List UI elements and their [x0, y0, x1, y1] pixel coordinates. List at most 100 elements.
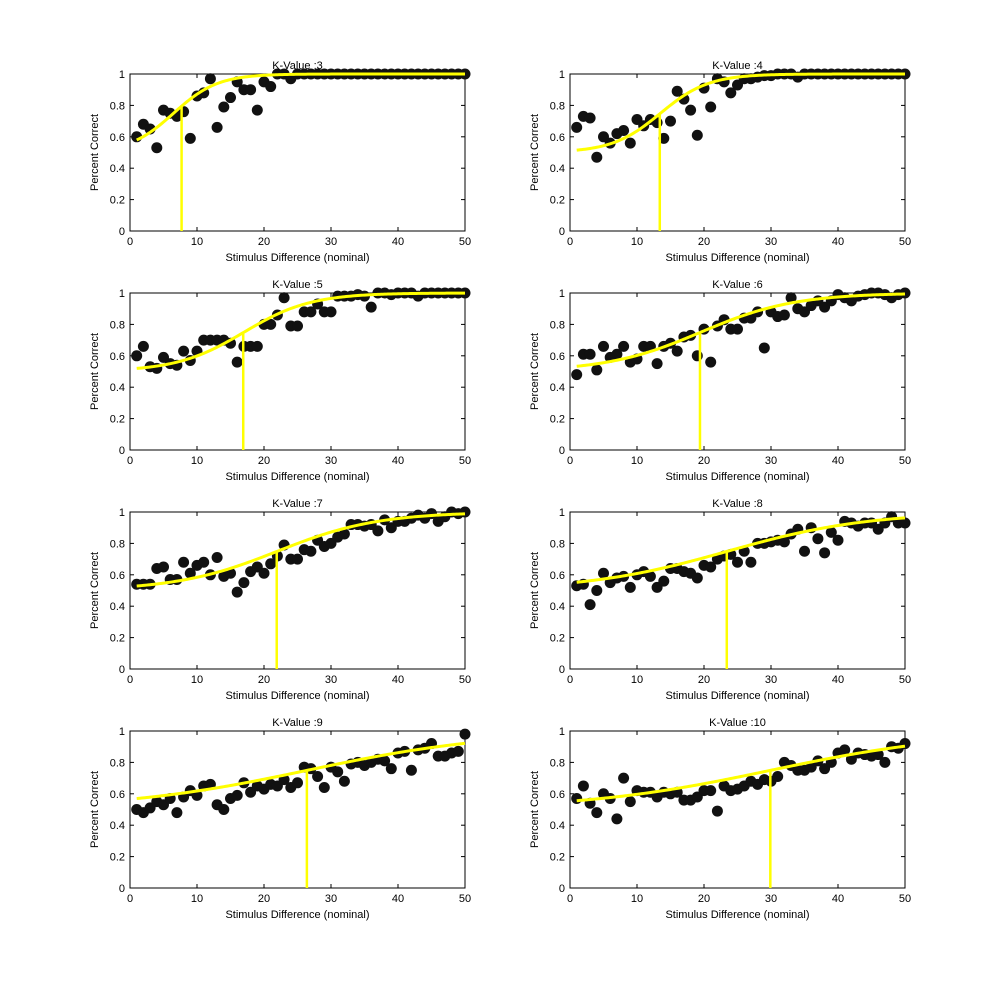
- data-point: [899, 517, 911, 529]
- data-point: [338, 775, 350, 787]
- y-tick-label: 0.2: [110, 195, 125, 207]
- y-tick-label: 0: [119, 664, 125, 676]
- data-point: [591, 807, 603, 819]
- data-point: [184, 132, 196, 144]
- data-point: [839, 744, 851, 756]
- y-tick-label: 0.2: [110, 852, 125, 864]
- y-tick-label: 0.8: [550, 538, 565, 550]
- data-point: [879, 756, 891, 768]
- x-tick-label: 10: [191, 455, 203, 467]
- plot-frame: [569, 511, 906, 670]
- x-tick-label: 50: [899, 455, 911, 467]
- x-tick-label: 50: [899, 236, 911, 248]
- data-point: [151, 142, 163, 154]
- plot-area: [131, 506, 471, 669]
- y-tick-label: 0.8: [550, 757, 565, 769]
- data-point: [571, 121, 583, 133]
- data-point: [405, 764, 417, 776]
- y-tick-label: 0.6: [550, 132, 565, 144]
- plot-area: [131, 728, 471, 888]
- plot-area: [571, 738, 911, 888]
- data-point: [644, 570, 656, 582]
- y-tick-label: 0.6: [110, 570, 125, 582]
- x-axis-label: Stimulus Difference (nominal): [225, 909, 369, 921]
- data-point: [611, 348, 623, 360]
- data-point: [705, 561, 717, 573]
- plot-area: [131, 287, 471, 450]
- y-tick-label: 0.4: [550, 163, 565, 175]
- data-point: [571, 369, 583, 381]
- data-point: [312, 771, 324, 783]
- y-tick-label: 1: [559, 288, 565, 300]
- data-point: [305, 306, 317, 318]
- y-tick-label: 0.4: [110, 382, 125, 394]
- chart-panel-8: 0 10 20 30 40 50 0 0.2 0.4 0.6 0.8 1 K-Value :10 Stim…: [529, 717, 911, 921]
- y-tick-label: 0.6: [550, 570, 565, 582]
- data-point: [624, 137, 636, 149]
- data-point: [184, 567, 196, 579]
- chart-panel-3: 0 10 20 30 40 50 0 0.2 0.4 0.6 0.8 1 K-Value :5 Stimu…: [89, 279, 471, 483]
- y-tick-label: 0.2: [550, 633, 565, 645]
- data-point: [785, 292, 797, 304]
- data-point: [825, 526, 837, 538]
- data-point: [137, 340, 149, 352]
- y-tick-label: 0.8: [110, 319, 125, 331]
- chart-panel-2: 0 10 20 30 40 50 0 0.2 0.4 0.6 0.8 1 K-Value :4 Stimu…: [529, 60, 911, 264]
- data-point: [584, 348, 596, 360]
- fit-curve: [136, 512, 466, 588]
- y-tick-label: 0.6: [110, 789, 125, 801]
- data-point: [651, 358, 663, 370]
- data-point: [819, 547, 831, 559]
- x-tick-label: 20: [698, 893, 710, 905]
- x-tick-label: 30: [765, 455, 777, 467]
- data-point: [705, 101, 717, 113]
- data-point: [292, 320, 303, 332]
- fit-curve: [576, 292, 906, 368]
- data-point: [218, 101, 230, 113]
- x-axis-label: Stimulus Difference (nominal): [665, 690, 809, 702]
- y-tick-label: 0.8: [550, 100, 565, 112]
- x-tick-label: 50: [899, 893, 911, 905]
- data-point: [577, 780, 589, 792]
- data-point: [671, 85, 683, 97]
- data-point: [231, 356, 243, 368]
- x-tick-label: 20: [698, 674, 710, 686]
- x-tick-label: 40: [832, 893, 844, 905]
- y-tick-label: 0.4: [550, 382, 565, 394]
- y-tick-label: 0.2: [550, 414, 565, 426]
- y-tick-label: 1: [559, 507, 565, 519]
- y-axis-label: Percent Correct: [529, 114, 541, 191]
- chart-panel-7: 0 10 20 30 40 50 0 0.2 0.4 0.6 0.8 1 K-Value :9 Stimu…: [89, 717, 471, 921]
- x-tick-label: 0: [127, 236, 133, 248]
- y-axis-label: Percent Correct: [529, 333, 541, 410]
- data-point: [211, 552, 223, 564]
- y-axis-label: Percent Correct: [529, 552, 541, 629]
- x-tick-label: 30: [325, 893, 337, 905]
- x-tick-label: 20: [698, 455, 710, 467]
- fit-curve: [576, 72, 905, 152]
- y-tick-label: 1: [119, 69, 125, 81]
- y-axis-label: Percent Correct: [89, 552, 101, 629]
- x-tick-label: 0: [567, 674, 573, 686]
- y-tick-label: 0.6: [110, 132, 125, 144]
- data-point: [251, 104, 263, 116]
- x-tick-label: 20: [258, 674, 270, 686]
- data-point: [732, 556, 743, 568]
- x-tick-label: 40: [392, 236, 404, 248]
- x-axis-label: Stimulus Difference (nominal): [225, 471, 369, 483]
- y-tick-label: 0: [559, 664, 565, 676]
- y-axis-label: Percent Correct: [529, 771, 541, 848]
- data-point: [571, 793, 583, 805]
- y-tick-label: 0: [119, 226, 125, 238]
- data-point: [305, 545, 317, 557]
- y-tick-label: 0: [119, 883, 125, 895]
- y-tick-label: 0.2: [550, 195, 565, 207]
- y-tick-label: 0.4: [550, 601, 565, 613]
- y-tick-label: 0.6: [550, 351, 565, 363]
- x-axis-label: Stimulus Difference (nominal): [665, 252, 809, 264]
- x-tick-label: 30: [765, 893, 777, 905]
- x-tick-label: 20: [258, 893, 270, 905]
- y-tick-label: 0.4: [550, 820, 565, 832]
- y-tick-label: 0.8: [550, 319, 565, 331]
